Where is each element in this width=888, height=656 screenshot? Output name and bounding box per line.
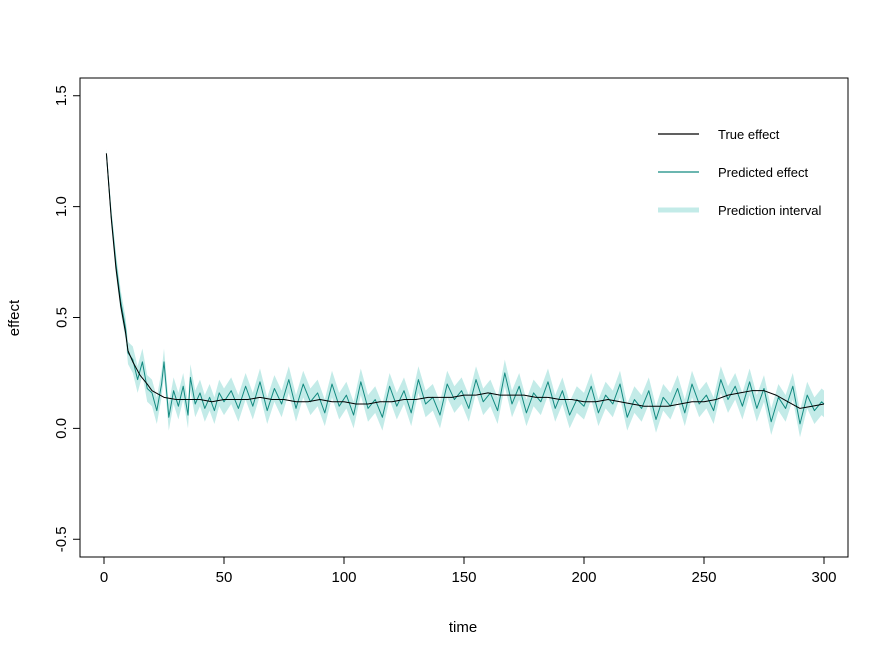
- x-tick-label: 200: [571, 569, 596, 586]
- y-tick-label: 1.5: [53, 85, 70, 106]
- x-tick-label: 50: [216, 569, 233, 586]
- prediction-interval-band-layer: [106, 148, 824, 438]
- y-axis: -0.5 0.0 0.5 1.0 1.5: [53, 85, 81, 552]
- prediction-interval-band: [106, 148, 824, 438]
- legend-label-interval: Prediction interval: [718, 203, 821, 218]
- x-tick-label: 0: [100, 569, 108, 586]
- x-axis-title: time: [449, 619, 477, 636]
- legend-label-predicted-effect: Predicted effect: [718, 165, 808, 180]
- x-tick-label: 150: [451, 569, 476, 586]
- y-tick-label: 1.0: [53, 196, 70, 217]
- legend-label-true-effect: True effect: [718, 127, 780, 142]
- x-axis: 0 50 100 150 200 250 300: [100, 556, 837, 586]
- legend: True effect Predicted effect Prediction in…: [658, 127, 821, 218]
- y-tick-label: 0.5: [53, 307, 70, 328]
- y-axis-title: effect: [6, 299, 23, 336]
- true-effect-line: [105, 153, 825, 409]
- y-tick-label: 0.0: [53, 418, 70, 439]
- x-tick-label: 100: [331, 569, 356, 586]
- series-line-layer: [105, 153, 825, 425]
- x-tick-label: 250: [691, 569, 716, 586]
- x-tick-label: 300: [811, 569, 836, 586]
- y-tick-label: -0.5: [53, 526, 70, 552]
